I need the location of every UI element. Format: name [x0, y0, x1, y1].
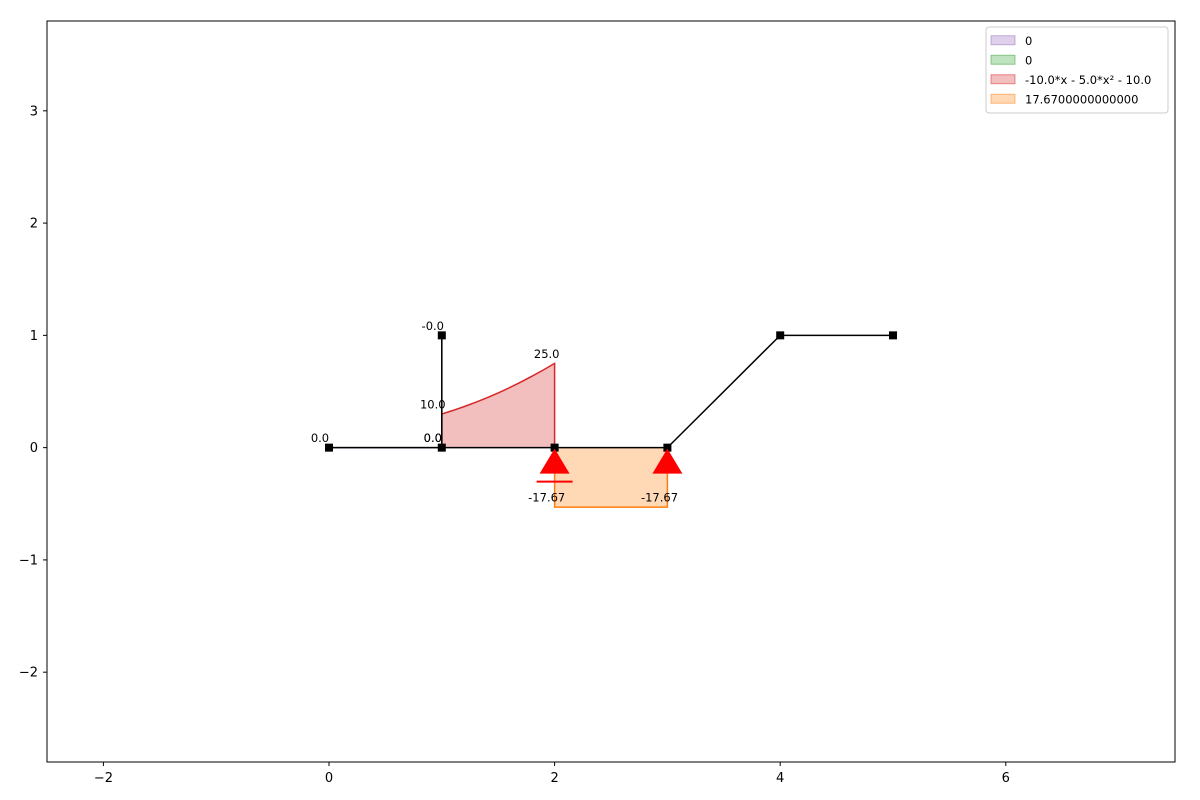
node-marker-1 — [437, 443, 446, 452]
distribution-fill-2 — [441, 363, 555, 448]
node-marker-5 — [776, 331, 785, 340]
distribution-outline-3 — [553, 447, 669, 508]
data-label-4: 10.0 — [420, 397, 446, 411]
x-tick-label-0: −2 — [94, 771, 113, 786]
distribution-fills — [441, 363, 668, 508]
node-marker-0 — [325, 443, 333, 452]
data-label-3: 0.0 — [424, 431, 442, 445]
structure-members — [329, 334, 893, 449]
node-marker-2 — [437, 331, 446, 340]
data-label-0: 0.0 — [311, 431, 329, 445]
y-tick-label-3: 1 — [30, 329, 38, 344]
supports — [536, 448, 683, 483]
node-marker-3 — [550, 443, 559, 452]
data-label-6: -17.67 — [528, 491, 565, 505]
y-tick-label-2: 0 — [30, 441, 38, 456]
member-line-4 — [666, 334, 781, 449]
x-axis: −2 0 2 4 6 — [94, 762, 1010, 786]
data-label-2: -0.0 — [422, 319, 444, 333]
node-marker-4 — [663, 443, 672, 452]
data-label-5: 25.0 — [534, 347, 560, 361]
x-tick-label-1: 0 — [325, 771, 333, 786]
y-tick-label-1: −1 — [19, 553, 38, 568]
structure-nodes — [325, 331, 897, 452]
legend-label-3: 17.6700000000000 — [1025, 92, 1138, 106]
distribution-fill-3 — [554, 447, 668, 508]
legend-swatch-1 — [990, 54, 1016, 65]
y-tick-label-0: −2 — [19, 666, 38, 681]
data-label-1: 0.0 — [424, 431, 442, 445]
legend-box — [985, 26, 1169, 114]
y-tick-label-4: 2 — [30, 217, 38, 232]
x-tick-label-4: 6 — [1002, 771, 1010, 786]
legend-label-2: -10.0*x - 5.0*x² - 10.0 — [1025, 73, 1151, 87]
legend-label-1: 0 — [1025, 53, 1032, 67]
plot-frame — [46, 20, 1176, 763]
legend-label-0: 0 — [1025, 34, 1032, 48]
distribution-outline-2 — [441, 362, 556, 448]
data-labels: 0.0 0.0-0.00.010.025.0-17.67 -17.67 — [311, 319, 678, 505]
legend-swatch-0 — [990, 35, 1016, 46]
node-marker-6 — [889, 331, 897, 340]
data-label-7: -17.67 — [641, 491, 678, 505]
legend-swatch-3 — [990, 93, 1016, 104]
support-triangle-0 — [539, 448, 570, 474]
y-tick-label-5: 3 — [30, 104, 38, 119]
x-tick-label-2: 2 — [550, 771, 558, 786]
x-tick-label-3: 4 — [776, 771, 784, 786]
legend-swatch-2 — [990, 74, 1016, 85]
support-triangle-1 — [652, 448, 683, 474]
legend: 0 0 -10.0*x - 5.0*x² - 10.0 17.670000000000… — [985, 26, 1169, 114]
y-axis: −2 −1 0 1 2 3 — [19, 104, 47, 681]
